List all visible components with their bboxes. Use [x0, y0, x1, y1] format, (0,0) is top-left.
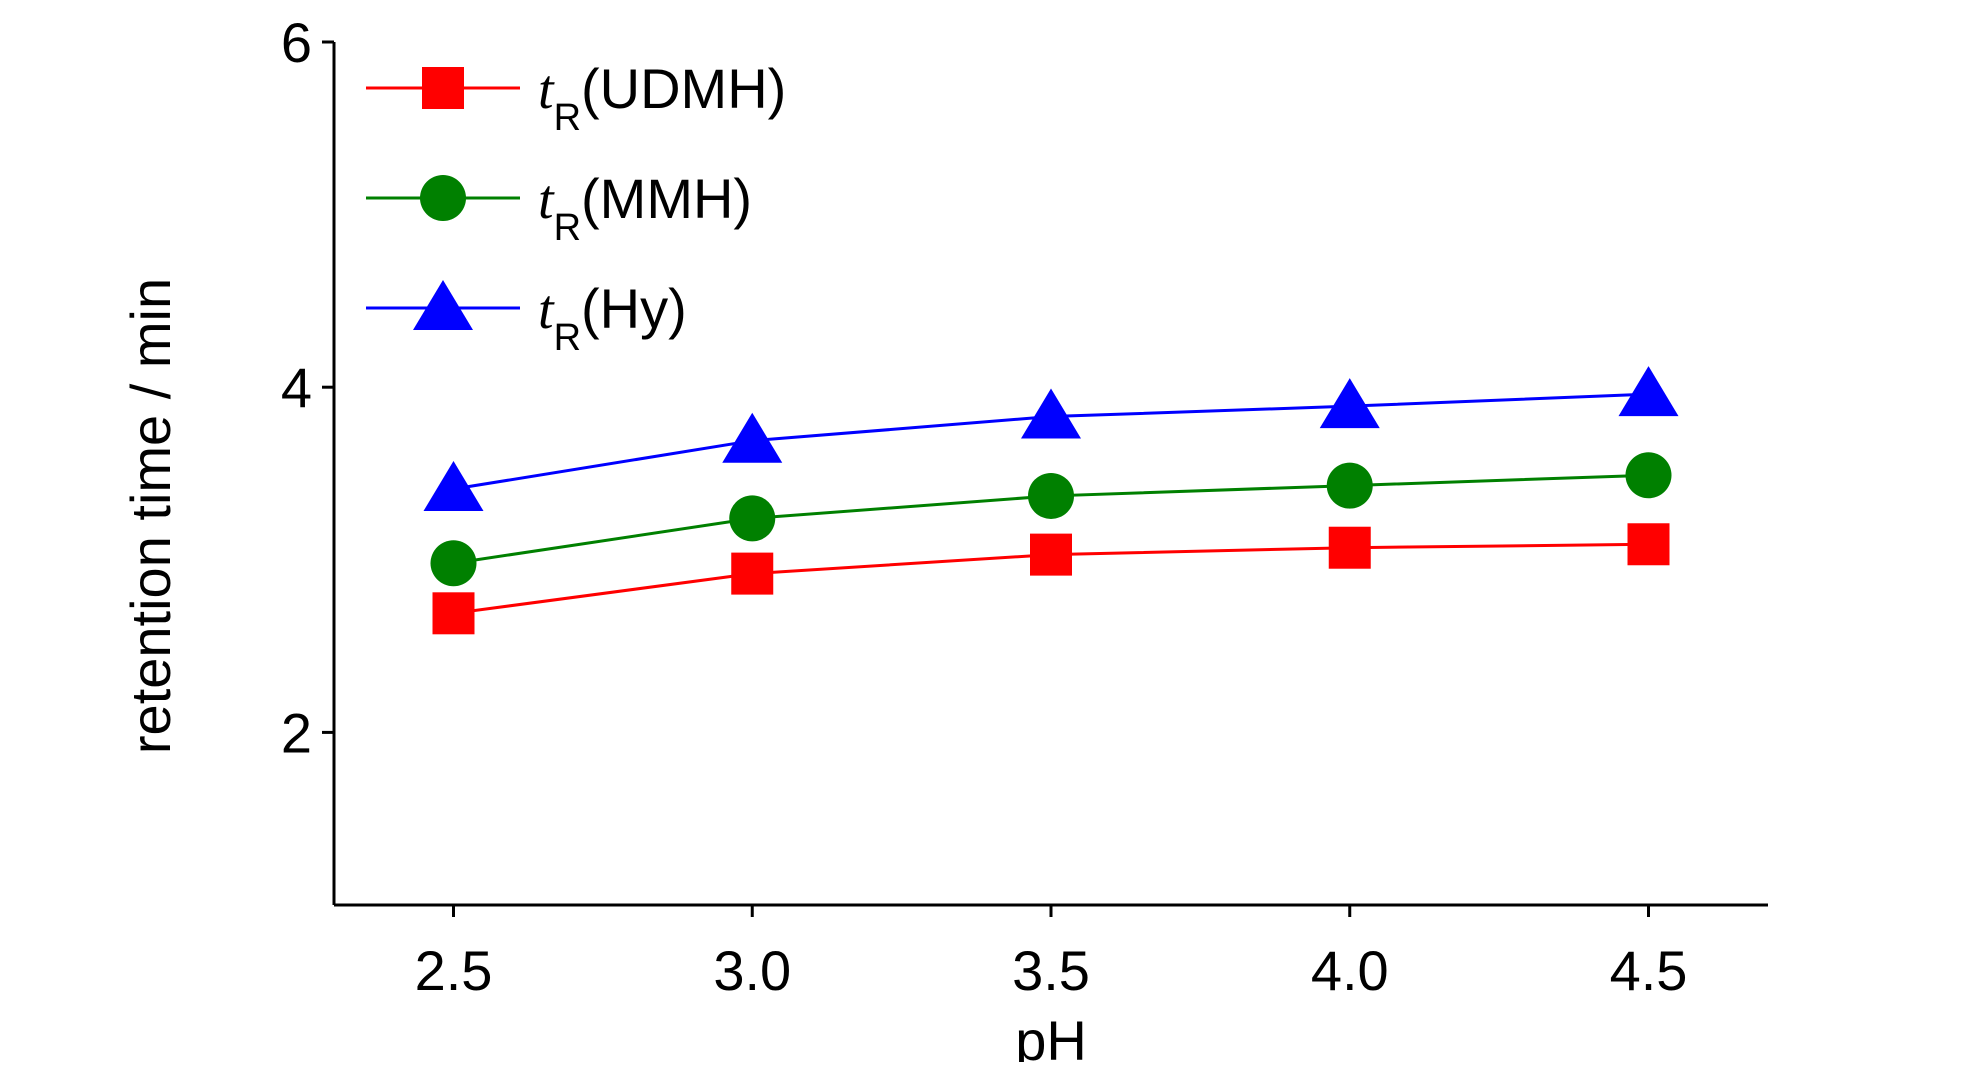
- legend-label-0: tR(UDMH): [538, 57, 786, 139]
- series-2: [423, 366, 1679, 512]
- series-1-point-1: [729, 495, 776, 542]
- legend-item-2: tR(Hy): [366, 277, 687, 359]
- series-1-point-3: [1326, 462, 1373, 509]
- y-tick-label-1: 4: [281, 356, 312, 419]
- x-tick-label-1: 3.0: [713, 939, 791, 1002]
- x-tick-label-0: 2.5: [415, 939, 493, 1002]
- legend-marker-0: [422, 67, 464, 109]
- x-tick-label-2: 3.5: [1012, 939, 1090, 1002]
- series-0-point-0: [432, 592, 475, 635]
- x-axis-title: pH: [1015, 1009, 1087, 1062]
- series-2-point-4: [1618, 366, 1679, 417]
- series-2-point-2: [1021, 388, 1081, 439]
- series-0-point-1: [731, 552, 774, 595]
- legend-label-2: tR(Hy): [538, 277, 687, 359]
- series-2-point-0: [423, 461, 484, 512]
- ticks: 2.5 3.0 3.5 4.0 4.5 2 4 6: [281, 11, 1688, 1002]
- series-layer: [423, 366, 1679, 635]
- y-tick-label-2: 6: [281, 11, 312, 74]
- legend: tR(UDMH) tR(MMH) tR(Hy): [366, 57, 786, 359]
- legend-label-1: tR(MMH): [538, 167, 752, 249]
- x-tick-label-3: 4.0: [1311, 939, 1389, 1002]
- legend-marker-1: [420, 175, 466, 221]
- series-1-point-2: [1028, 472, 1074, 519]
- y-axis-title: retention time / min: [119, 278, 182, 754]
- series-0-point-2: [1030, 533, 1072, 576]
- legend-marker-2: [413, 280, 473, 330]
- legend-item-0: tR(UDMH): [366, 57, 786, 139]
- x-tick-label-4: 4.5: [1610, 939, 1688, 1002]
- series-2-point-1: [722, 412, 783, 463]
- series-0: [432, 523, 1670, 635]
- y-tick-label-0: 2: [281, 701, 312, 764]
- series-1-point-4: [1625, 452, 1672, 499]
- series-0-point-3: [1328, 526, 1371, 569]
- series-2-point-3: [1319, 378, 1380, 429]
- series-0-point-4: [1627, 523, 1670, 566]
- legend-item-1: tR(MMH): [366, 167, 752, 249]
- series-1: [430, 452, 1672, 587]
- series-1-point-0: [430, 540, 477, 587]
